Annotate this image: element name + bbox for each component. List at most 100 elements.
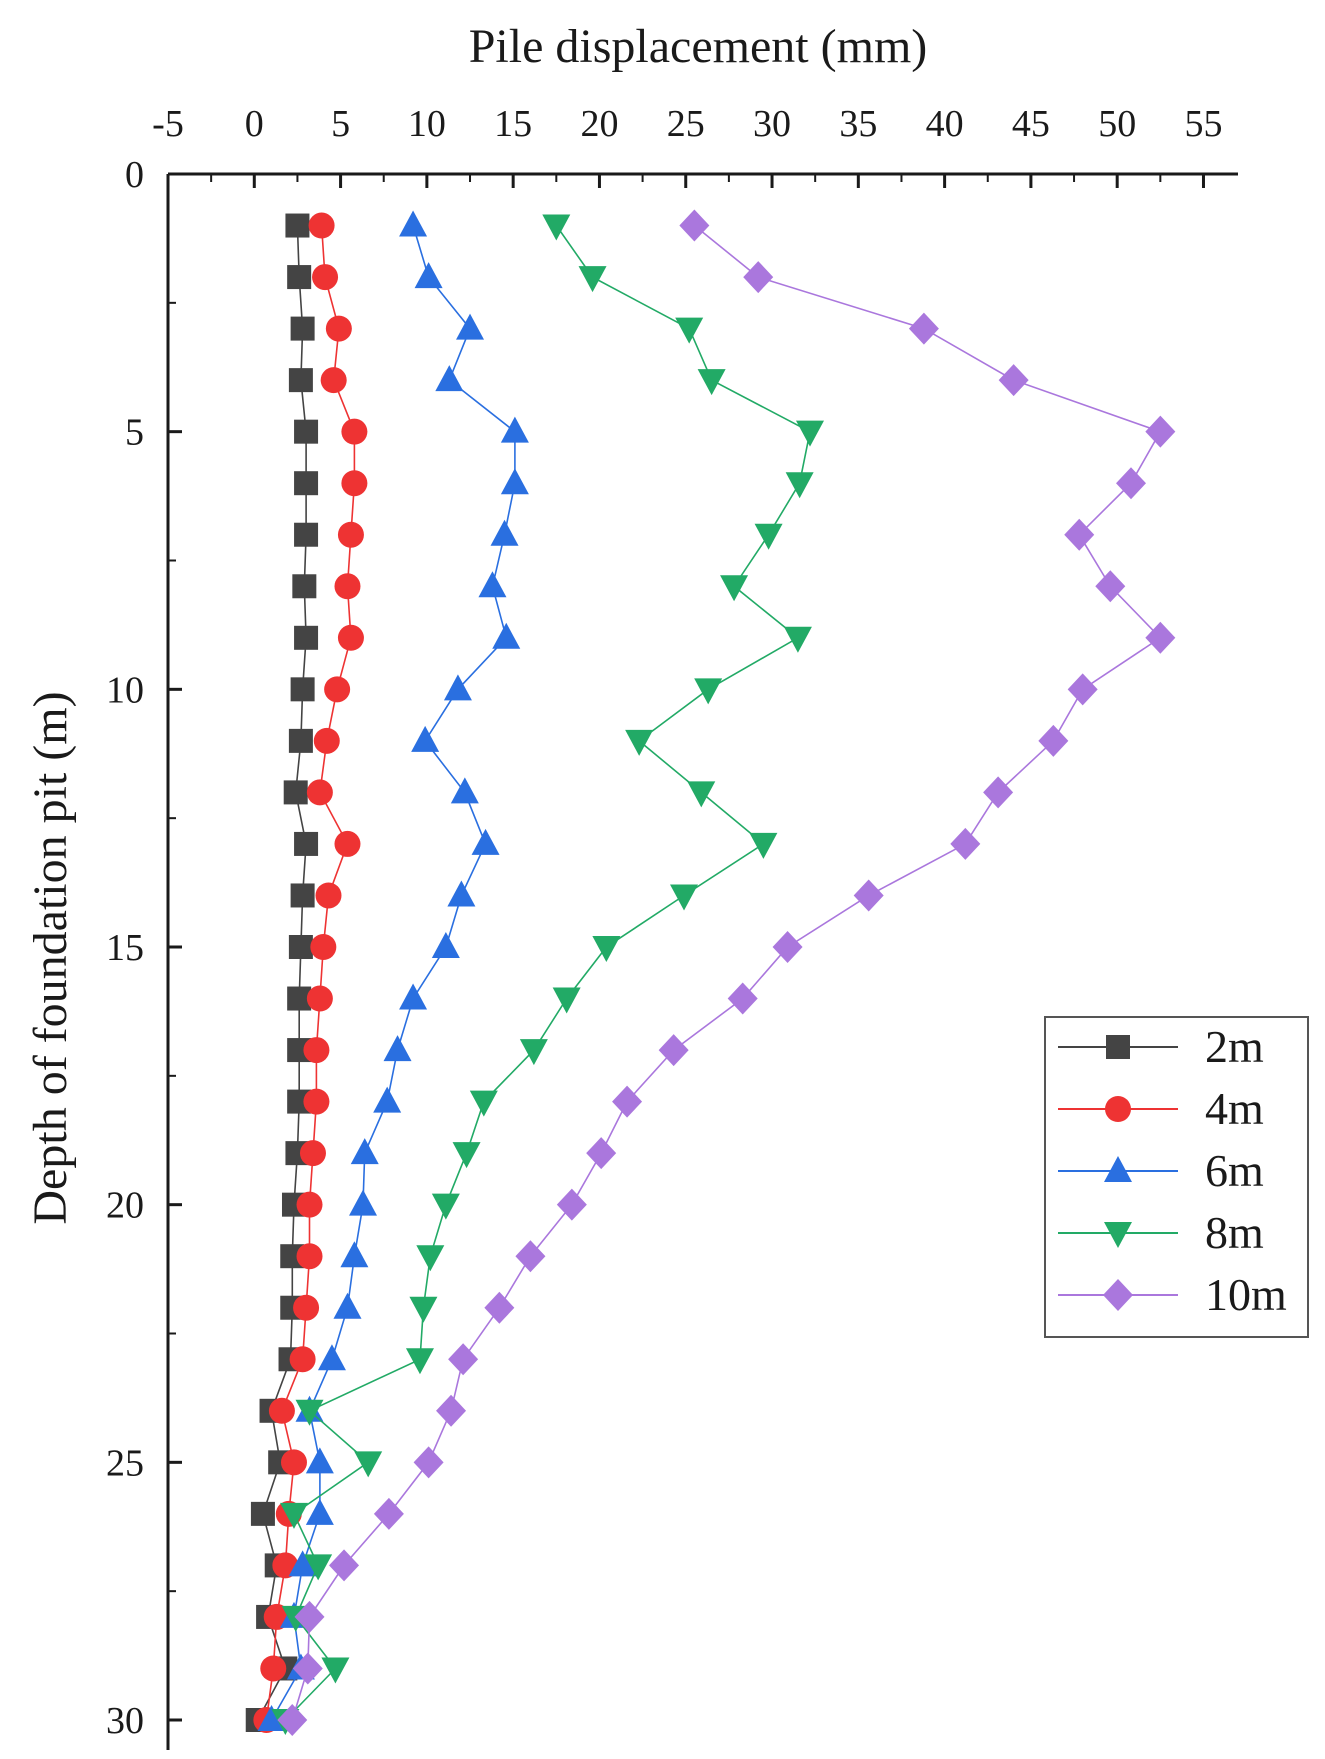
point-6m — [414, 262, 443, 289]
point-6m — [305, 1498, 334, 1525]
point-10m — [556, 1188, 587, 1221]
point-4m — [303, 1037, 330, 1064]
point-4m — [337, 624, 364, 651]
point-4m — [310, 934, 337, 960]
point-6m — [383, 1035, 412, 1062]
y-tick-label: 20 — [106, 1185, 144, 1227]
point-8m — [416, 1245, 445, 1272]
point-4m — [306, 779, 333, 806]
point-10m — [1067, 673, 1098, 706]
point-2m — [290, 677, 315, 702]
point-4m — [334, 830, 361, 857]
point-4m — [341, 470, 368, 497]
point-10m — [908, 312, 939, 345]
point-8m — [452, 1142, 481, 1169]
point-10m — [612, 1085, 643, 1118]
point-4m — [313, 727, 340, 754]
point-8m — [519, 1039, 548, 1066]
x-tick-label: 20 — [580, 103, 618, 145]
point-8m — [354, 1451, 383, 1478]
point-8m — [625, 729, 654, 756]
point-10m — [1095, 570, 1126, 603]
legend-marker-10m — [1103, 1279, 1133, 1311]
point-6m — [443, 674, 472, 701]
point-10m — [413, 1446, 444, 1479]
point-8m — [431, 1193, 460, 1220]
point-4m — [337, 521, 364, 548]
point-6m — [450, 777, 479, 804]
x-ticks: -5 0 5 10 15 20 25 30 35 40 45 50 55 — [152, 103, 1222, 188]
point-6m — [500, 416, 529, 443]
point-6m — [340, 1241, 369, 1268]
point-10m — [983, 776, 1014, 809]
point-4m — [312, 264, 339, 291]
point-8m — [405, 1348, 434, 1375]
point-4m — [296, 1191, 323, 1218]
point-8m — [754, 523, 783, 550]
point-10m — [586, 1137, 617, 1170]
point-10m — [727, 982, 758, 1015]
point-2m — [290, 883, 315, 908]
point-10m — [1145, 621, 1176, 654]
series-line-10m — [291, 224, 1162, 1721]
point-10m — [772, 931, 803, 963]
x-tick-label: 45 — [1012, 103, 1050, 145]
point-2m — [290, 316, 315, 341]
point-4m — [289, 1346, 316, 1373]
point-4m — [299, 1140, 326, 1167]
point-6m — [500, 468, 529, 495]
point-8m — [592, 936, 621, 962]
series-8m — [271, 214, 824, 1735]
point-2m — [288, 368, 313, 393]
x-tick-label: -5 — [152, 103, 184, 145]
point-4m — [315, 882, 342, 909]
point-8m — [697, 369, 726, 396]
point-10m — [950, 827, 981, 860]
point-2m — [294, 419, 319, 444]
point-10m — [292, 1652, 323, 1685]
point-10m — [853, 879, 884, 912]
point-6m — [288, 1550, 317, 1577]
x-tick-label: 30 — [753, 103, 791, 145]
point-4m — [334, 573, 361, 600]
point-6m — [399, 983, 428, 1010]
point-2m — [294, 625, 319, 650]
x-tick-label: 25 — [667, 103, 705, 145]
point-2m — [288, 935, 313, 959]
point-4m — [324, 676, 351, 703]
point-6m — [333, 1292, 362, 1319]
series-10m — [277, 209, 1176, 1736]
y-tick-label: 10 — [106, 669, 144, 711]
point-2m — [250, 1501, 275, 1526]
point-8m — [783, 626, 812, 653]
legend-label: 8m — [1205, 1207, 1264, 1258]
point-10m — [484, 1291, 515, 1324]
point-2m — [294, 471, 319, 496]
y-axis-title: Depth of foundation pit (m) — [24, 691, 77, 1224]
legend-label: 4m — [1205, 1083, 1264, 1134]
series-line-6m — [270, 225, 516, 1721]
point-2m — [294, 522, 319, 547]
x-tick-label: 55 — [1184, 103, 1222, 145]
point-10m — [1145, 415, 1176, 448]
point-10m — [1064, 518, 1095, 551]
point-2m — [287, 265, 312, 290]
point-10m — [373, 1497, 404, 1530]
point-10m — [294, 1600, 325, 1633]
point-2m — [283, 780, 308, 805]
x-tick-label: 50 — [1098, 103, 1136, 145]
point-8m — [321, 1657, 350, 1684]
point-4m — [303, 1088, 330, 1115]
point-6m — [447, 880, 476, 907]
x-tick-label: 0 — [245, 103, 264, 145]
x-tick-label: 35 — [839, 103, 877, 145]
point-6m — [305, 1447, 334, 1474]
point-4m — [306, 985, 333, 1012]
point-2m — [292, 574, 317, 599]
point-8m — [687, 781, 716, 808]
point-8m — [542, 214, 571, 241]
legend-marker-6m — [1104, 1156, 1132, 1182]
point-10m — [515, 1240, 546, 1273]
point-6m — [373, 1086, 402, 1113]
